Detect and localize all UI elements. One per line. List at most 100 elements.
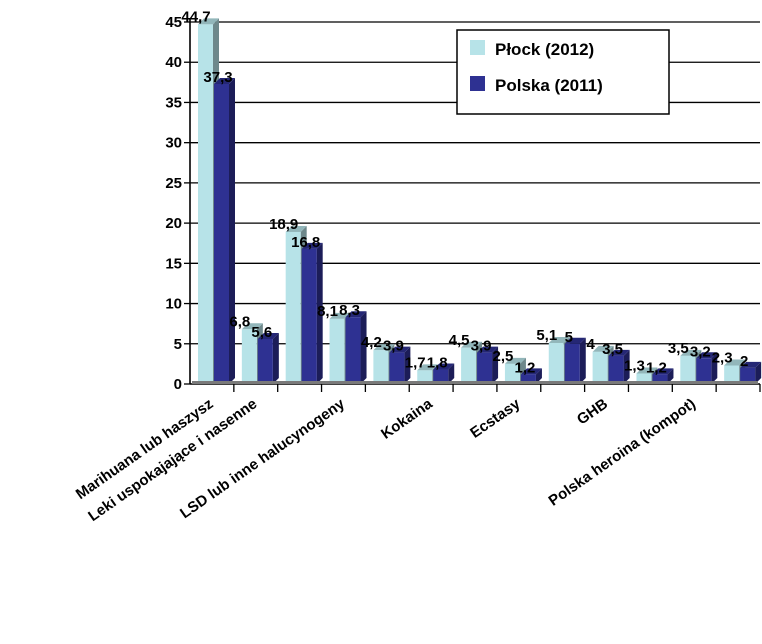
bar-top [373, 344, 395, 351]
bar-side [623, 349, 630, 384]
data-label: 3,5 [602, 341, 623, 358]
bar-side [229, 77, 235, 384]
data-label: 2 [740, 353, 748, 370]
bar [301, 248, 317, 384]
data-label: 3,9 [471, 338, 492, 355]
bar-top [740, 361, 762, 368]
y-tick-label: 0 [174, 376, 182, 393]
bar-top [389, 346, 411, 353]
bar-side [711, 352, 718, 384]
data-label: 6,8 [229, 313, 250, 330]
bar-top [461, 341, 483, 348]
data-label: 16,8 [291, 234, 320, 251]
data-label: 8,1 [317, 303, 338, 320]
y-tick-label: 20 [165, 215, 182, 232]
data-label: 44,7 [181, 8, 210, 25]
legend-label: Polska (2011) [495, 76, 603, 95]
y-tick-labels: 0 5 10 15 20 25 30 35 40 45 [165, 14, 182, 393]
bar-top [257, 332, 279, 339]
bar-top [345, 311, 367, 318]
bar [652, 374, 668, 384]
data-label: 5,1 [536, 327, 557, 344]
data-label: 18,9 [269, 216, 298, 233]
bar [257, 338, 273, 384]
legend-box [456, 29, 670, 115]
bar [696, 358, 712, 384]
bar [564, 343, 580, 384]
bar-top [652, 368, 674, 375]
legend-swatch [470, 40, 485, 55]
bar-top [504, 357, 526, 364]
bar-top [241, 323, 263, 330]
x-category-label: Leki uspokajające i nasenne [85, 395, 260, 525]
y-tick-label: 30 [165, 135, 182, 152]
bar-side [579, 337, 586, 384]
y-tick-label: 15 [165, 255, 182, 272]
legend: Płock (2012) Polska (2011) [456, 29, 670, 115]
bar-top [329, 312, 351, 319]
x-category-label: Ecstasy [467, 395, 524, 442]
x-category-label: Kokaina [378, 395, 436, 443]
data-label: 4,5 [449, 332, 470, 349]
bar [636, 373, 652, 384]
bar [417, 370, 433, 384]
bar [680, 355, 696, 384]
bar [373, 350, 389, 384]
bar-top [285, 225, 307, 232]
bar [740, 367, 756, 384]
bars [198, 18, 762, 385]
bar [520, 374, 536, 384]
bar-top [548, 336, 570, 343]
bar [329, 318, 345, 384]
bar-side [535, 368, 542, 384]
bar-side [404, 346, 411, 384]
bar-side [448, 363, 455, 384]
y-tick-label: 10 [165, 296, 182, 313]
bar [241, 329, 257, 384]
bar-top [592, 345, 614, 352]
data-label: 4 [586, 336, 595, 353]
y-tick-label: 25 [165, 175, 182, 192]
bar [724, 365, 740, 384]
bar [608, 355, 624, 384]
y-tick-label: 40 [165, 54, 182, 71]
y-tick-label: 45 [165, 14, 182, 31]
bar [389, 352, 405, 384]
bar-side [492, 346, 499, 384]
data-label: 5,6 [251, 324, 272, 341]
bar-top [301, 242, 323, 249]
bar [504, 363, 520, 384]
bar-top [724, 359, 746, 366]
data-label: 3,5 [668, 340, 689, 357]
data-label: 5 [565, 329, 573, 346]
data-label: 2,3 [712, 349, 733, 366]
bar [592, 351, 608, 384]
data-label: 1,3 [624, 358, 645, 375]
y-tick-label: 35 [165, 94, 182, 111]
x-category-label: GHB [574, 395, 611, 428]
bar-top [636, 367, 658, 374]
bar-top [198, 18, 219, 25]
bar [345, 317, 361, 384]
bar-top [680, 349, 702, 356]
y-tick-label: 5 [174, 336, 182, 353]
bar-side [755, 361, 762, 384]
gridlines [190, 21, 760, 345]
bar-side [360, 311, 367, 384]
bar-side [316, 242, 323, 384]
bar-top [696, 352, 718, 359]
bar-top [417, 364, 439, 371]
bar [477, 352, 493, 384]
data-label: 1,7 [405, 354, 426, 371]
data-label: 3,9 [383, 338, 404, 355]
data-label: 37,3 [203, 69, 232, 86]
data-label: 1,8 [427, 355, 448, 372]
bar-side [272, 332, 279, 384]
x-category-label: Polska heroina (kompot) [546, 395, 699, 509]
bar-top [433, 363, 455, 370]
bar [198, 24, 213, 385]
bar-top [520, 368, 542, 375]
bar [433, 369, 449, 384]
